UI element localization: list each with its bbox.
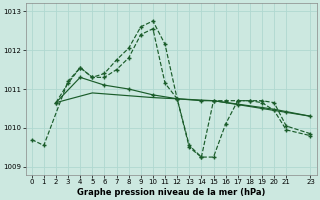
X-axis label: Graphe pression niveau de la mer (hPa): Graphe pression niveau de la mer (hPa) <box>77 188 265 197</box>
